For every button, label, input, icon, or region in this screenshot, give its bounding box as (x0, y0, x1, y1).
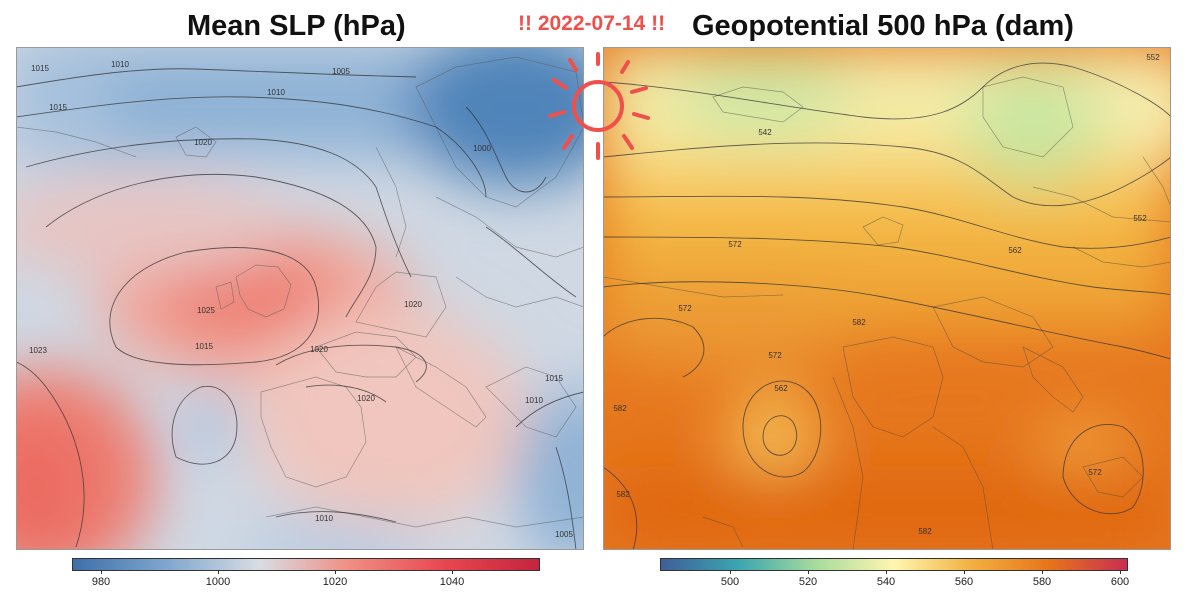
contour-label: 1010 (267, 88, 285, 97)
contour-label: 582 (852, 318, 866, 327)
colorbar-tick-label: 500 (720, 576, 740, 588)
colorbar-tick-label: 600 (1110, 576, 1130, 588)
slp-panel-title: Mean SLP (hPa) (187, 10, 406, 42)
contour-label: 1025 (197, 306, 215, 315)
colorbar-tickmark (335, 570, 336, 574)
contour-label: 1020 (194, 138, 212, 147)
contour-label: 582 (613, 404, 627, 413)
geopotential-map: 552 542 552 562 572 572 582 572 562 582 … (603, 47, 1171, 550)
contour-label: 562 (774, 384, 788, 393)
contour-label: 582 (616, 490, 630, 499)
contour-label: 1010 (111, 60, 129, 69)
sun-doodle-icon (548, 52, 650, 160)
contour-label: 1010 (315, 514, 333, 523)
colorbar-tickmark (886, 570, 887, 574)
colorbar-tickmark (964, 570, 965, 574)
colorbar-tick-label: 1000 (205, 576, 231, 588)
contour-label: 572 (728, 240, 742, 249)
colorbar-tick-label: 1020 (322, 576, 348, 588)
colorbar-tick-label: 540 (876, 576, 896, 588)
contour-label: 1010 (525, 396, 543, 405)
colorbar-tickmark (101, 570, 102, 574)
date-label: !! 2022-07-14 !! (518, 12, 666, 35)
contour-label: 1015 (195, 342, 213, 351)
colorbar-tickmark (1042, 570, 1043, 574)
contour-label: 1023 (29, 346, 47, 355)
contour-label: 572 (768, 351, 782, 360)
slp-map: 1015 1010 1005 1010 1015 1020 1025 1023 … (16, 47, 584, 550)
contour-label: 1005 (555, 530, 573, 539)
geopotential-panel-title: Geopotential 500 hPa (dam) (692, 10, 1074, 42)
colorbar-tick-label: 980 (91, 576, 111, 588)
contour-label: 1020 (404, 300, 422, 309)
colorbar-tickmark (730, 570, 731, 574)
contour-label: 572 (678, 304, 692, 313)
contour-label: 552 (1133, 214, 1147, 223)
contour-label: 552 (1146, 53, 1160, 62)
colorbar-tick-label: 520 (798, 576, 818, 588)
contour-label: 1015 (49, 103, 67, 112)
contour-label: 572 (1088, 468, 1102, 477)
contour-label: 1000 (473, 144, 491, 153)
colorbar-tickmark (218, 570, 219, 574)
slp-colorbar (72, 558, 540, 571)
contour-label: 1015 (545, 374, 563, 383)
contour-label: 1020 (357, 394, 375, 403)
contour-label: 582 (918, 527, 932, 536)
contour-label: 562 (1008, 246, 1022, 255)
slp-map-svg: 1015 1010 1005 1010 1015 1020 1025 1023 … (16, 47, 584, 550)
geopotential-colorbar (660, 558, 1128, 571)
colorbar-tick-label: 580 (1032, 576, 1052, 588)
contour-label: 1005 (332, 67, 350, 76)
contour-label: 1015 (31, 64, 49, 73)
contour-label: 542 (758, 128, 772, 137)
contour-label: 1020 (310, 345, 328, 354)
colorbar-tickmark (452, 570, 453, 574)
colorbar-tickmark (808, 570, 809, 574)
geopotential-map-svg: 552 542 552 562 572 572 582 572 562 582 … (603, 47, 1171, 550)
colorbar-tick-label: 1040 (439, 576, 465, 588)
colorbar-tickmark (1120, 570, 1121, 574)
colorbar-tick-label: 560 (954, 576, 974, 588)
